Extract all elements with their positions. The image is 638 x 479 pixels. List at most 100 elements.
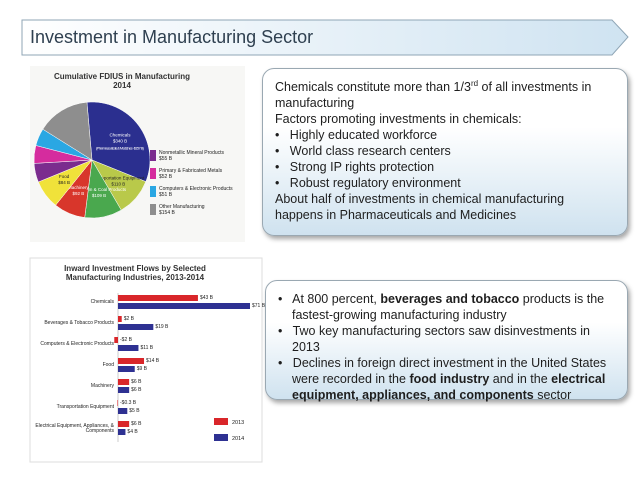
bar <box>118 408 128 414</box>
value-label: $14 B <box>146 358 160 364</box>
legend-swatch <box>214 418 228 425</box>
value-label: $71 B <box>252 303 266 309</box>
category-label: Transportation Equipment <box>56 404 114 411</box>
bullet-item: • Strong IP rights protection <box>275 160 435 174</box>
paragraph: Factors promoting investments in chemica… <box>275 111 615 127</box>
legend-label: 2013 <box>232 420 244 426</box>
value-label: $6 B <box>131 379 142 385</box>
text-run: and in the <box>489 372 552 386</box>
text-run: At 800 percent, <box>292 292 381 306</box>
text-run: Robust regulatory environment <box>289 176 461 190</box>
legend-swatch <box>150 150 156 161</box>
legend-label: Primary & Fabricated Metals <box>159 168 223 174</box>
category-label-box: Food <box>102 362 114 369</box>
legend-swatch <box>150 204 156 215</box>
chart-title: 2014 <box>113 81 131 90</box>
slice-value-label: $110 B <box>111 182 125 187</box>
text-run: Two key manufacturing sectors saw disinv… <box>292 324 590 354</box>
slice-label: Machinery <box>68 185 90 190</box>
slice-label: Petroleum & Coal Products <box>72 187 127 192</box>
bar <box>118 421 130 427</box>
value-label: $11 B <box>140 345 153 351</box>
text-run: of all investments in manufacturing <box>275 80 592 110</box>
bullet-item: • World class research centers <box>275 144 451 158</box>
value-label: $6 B <box>131 387 142 393</box>
slice-label: Transportation Equipment <box>93 176 145 181</box>
category-label-box: Transportation Equipment <box>56 404 114 411</box>
bullet-item: • Declines in foreign direct investment … <box>278 356 607 402</box>
legend-swatch <box>150 168 156 179</box>
value-label: $4 B <box>127 429 138 435</box>
text-run: Strong IP rights protection <box>289 160 435 174</box>
text-run: sector <box>533 388 572 402</box>
category-label-box: Computers & Electronic Products <box>40 341 114 348</box>
text-run: Factors promoting investments in chemica… <box>275 112 522 126</box>
category-label-box: Electrical Equipment, Appliances, & Comp… <box>35 422 114 434</box>
slice-value-label: $92 B <box>73 191 85 196</box>
bar <box>114 337 118 343</box>
paragraph: About half of investments in chemical ma… <box>275 191 615 223</box>
category-label: Food <box>102 362 114 369</box>
text-run: electrical equipment, appliances, and co… <box>292 372 606 402</box>
category-label-box: Chemicals <box>90 299 114 306</box>
legend-swatch <box>150 186 156 197</box>
category-label-box: Beverages & Tobacco Products <box>44 320 114 327</box>
chart-title: Cumulative FDIUS in Manufacturing <box>54 72 190 81</box>
legend-swatch <box>214 434 228 441</box>
text-run: food industry <box>409 372 490 386</box>
paragraph: Chemicals constitute more than 1/3rd of … <box>275 79 615 111</box>
category-label: Beverages & Tobacco Products <box>44 320 114 327</box>
legend-value-label: $154 B <box>159 210 176 216</box>
bar <box>118 379 130 385</box>
pie-slice <box>42 101 93 161</box>
bar <box>118 429 126 435</box>
legend-label: Other Manufacturing <box>159 204 205 210</box>
value-label: $9 B <box>137 366 148 372</box>
slide-title: Investment in Manufacturing Sector <box>30 27 313 47</box>
value-label: $6 B <box>131 421 142 427</box>
category-label: Chemicals <box>90 299 114 306</box>
bar <box>118 387 130 393</box>
text-run: Chemicals constitute more than 1/3 <box>275 80 471 94</box>
bullet-item: • Two key manufacturing sectors saw disi… <box>278 324 590 354</box>
bar <box>118 345 139 351</box>
text-run: Highly educated workforce <box>289 128 438 142</box>
category-label: Machinery <box>90 383 114 390</box>
title-banner <box>21 19 629 56</box>
category-label: Electrical Equipment, Appliances, & Comp… <box>35 422 114 434</box>
text-box: Chemicals constitute more than 1/3rd of … <box>262 68 628 236</box>
slice-value-label: $109 B <box>92 193 106 198</box>
value-label: $2 B <box>124 316 135 322</box>
bar <box>118 303 250 309</box>
bar <box>118 295 198 301</box>
text-run: products is the fastest-growing manufact… <box>292 292 605 322</box>
bar <box>117 400 118 406</box>
text-run: beverages and tobacco <box>380 292 520 306</box>
legend-label: 2014 <box>232 436 244 442</box>
value-label: $5 B <box>129 408 140 414</box>
slice-label: Food <box>59 174 70 179</box>
value-label: $43 B <box>200 295 214 301</box>
slice-label: Chemicals <box>109 132 131 137</box>
chart-title: Manufacturing Industries, 2013-2014 <box>66 273 205 282</box>
category-label-box: Machinery <box>90 383 114 390</box>
slice-annotation: (Pharmaceuticals & Medicines - $157 B) <box>96 145 145 150</box>
chart-title: Inward Investment Flows by Selected <box>64 264 206 273</box>
legend-value-label: $55 B <box>159 156 173 162</box>
bar <box>118 358 145 364</box>
bar <box>118 316 122 322</box>
slice-value-label: $84 B <box>58 180 70 185</box>
text-run: rd <box>470 78 479 88</box>
bullet-item: • Robust regulatory environment <box>275 176 461 190</box>
bar-frame <box>29 257 263 463</box>
category-label: Computers & Electronic Products <box>40 341 114 348</box>
pie-slice <box>86 101 151 182</box>
text-run: Declines in foreign direct investment in… <box>292 356 607 386</box>
legend-value-label: $51 B <box>159 192 173 198</box>
legend-value-label: $52 B <box>159 174 173 180</box>
value-label: -$2 B <box>120 337 133 343</box>
bar <box>118 324 154 330</box>
bullet-item: • Highly educated workforce <box>275 128 438 142</box>
